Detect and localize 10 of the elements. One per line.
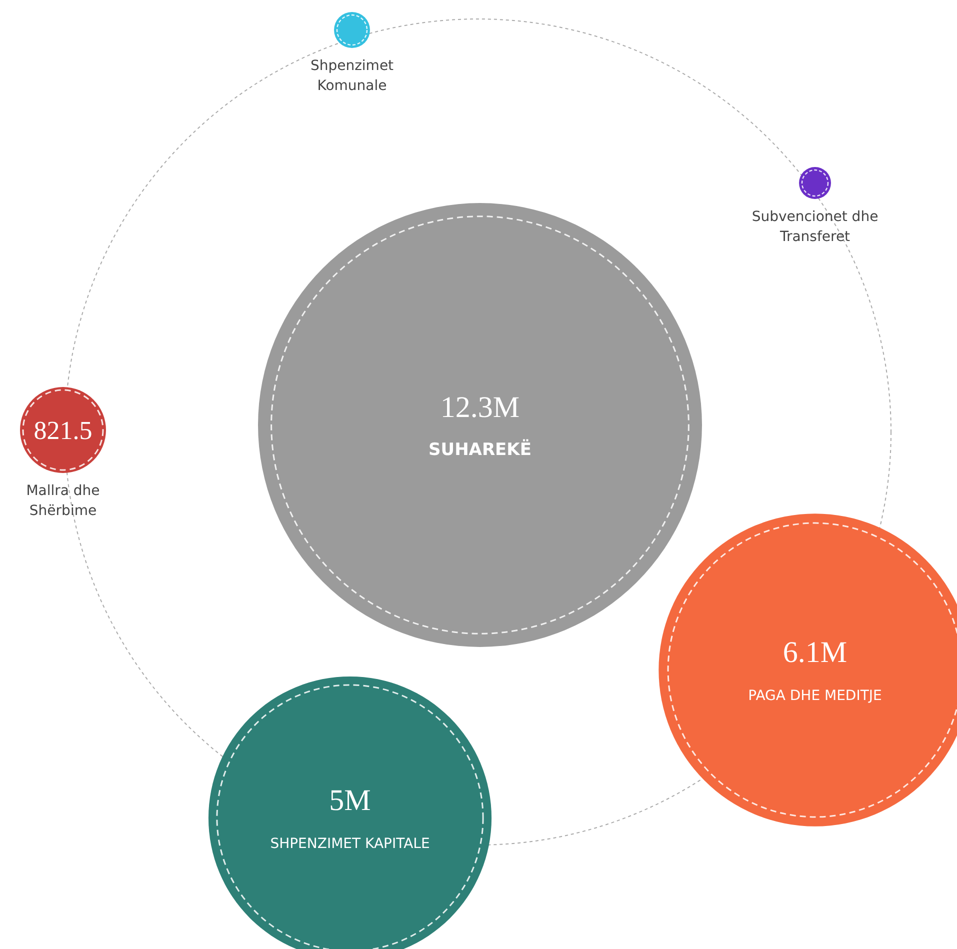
category-label: SUHAREKË	[428, 439, 532, 460]
category-label: PAGA DHE MEDITJE	[748, 688, 882, 704]
data-label: 12.3M	[440, 391, 520, 424]
data-label: 5M	[329, 784, 371, 817]
category-label: Mallra dhe Shërbime	[26, 483, 100, 519]
category-label: SHPENZIMET KAPITALE	[270, 836, 430, 852]
data-label: 6.1M	[782, 636, 848, 669]
data-label: 821.5	[34, 416, 92, 445]
category-label: Shpenzimet Komunale	[310, 58, 394, 94]
category-label: Subvencionet dhe Transferet	[752, 209, 878, 245]
